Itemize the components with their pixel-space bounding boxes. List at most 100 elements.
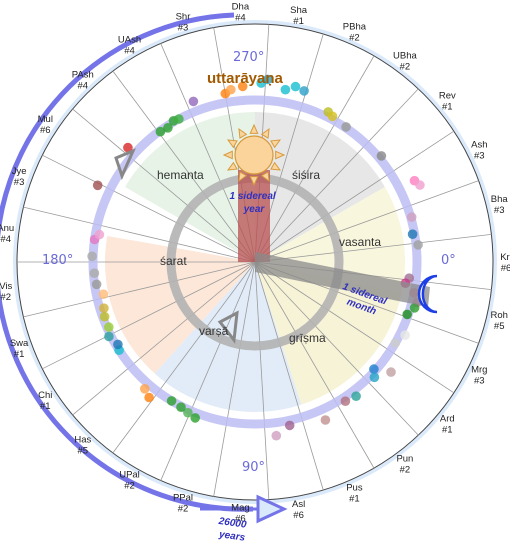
nakshatra-divider bbox=[254, 261, 455, 394]
nakshatra-label-asl: Asl #6 bbox=[292, 499, 305, 521]
nakshatra-label-sha: Sha #1 bbox=[290, 5, 308, 27]
star-dot bbox=[104, 331, 114, 342]
season-label-hemanta: hemanta bbox=[157, 168, 204, 182]
nakshatra-label-kri: Kri#6 bbox=[500, 252, 510, 274]
nakshatra-divider bbox=[254, 261, 270, 500]
sector-sisira bbox=[255, 112, 385, 262]
season-label-sarat: śarat bbox=[160, 254, 187, 268]
degree-label-top: 270° bbox=[233, 50, 264, 65]
degree-label-right: 0° bbox=[441, 253, 456, 268]
nakshatra-divider bbox=[42, 154, 256, 263]
star-dot bbox=[89, 268, 100, 279]
nakshatra-divider bbox=[213, 261, 256, 497]
nakshatra-label-ppal: PPal #2 bbox=[173, 493, 193, 515]
star-dot bbox=[226, 84, 236, 95]
uttarayana-title: uttarāyaṇa bbox=[207, 70, 284, 87]
star-dot bbox=[166, 396, 177, 406]
season-label-vasanta: vasanta bbox=[339, 235, 381, 249]
star-dot bbox=[263, 74, 273, 85]
nakshatra-label-pbha: PBha #2 bbox=[343, 22, 367, 44]
nakshatra-divider bbox=[42, 261, 256, 370]
star-dot bbox=[402, 309, 413, 320]
star-dot bbox=[271, 430, 282, 441]
star-dot bbox=[376, 151, 387, 161]
nakshatra-label-ard: Ard #1 bbox=[440, 413, 455, 435]
star-dot bbox=[320, 415, 331, 425]
nakshatra-label-shr: Shr #3 bbox=[176, 12, 191, 34]
nakshatra-divider bbox=[23, 206, 256, 263]
nakshatra-divider bbox=[112, 70, 256, 263]
star-dot bbox=[188, 96, 199, 107]
season-label-grisma: grīṣma bbox=[289, 331, 326, 345]
star-dot bbox=[113, 339, 123, 350]
season-arrow-upper-left bbox=[114, 148, 136, 181]
ecliptic-ring bbox=[88, 95, 422, 429]
nakshatra-label-mrg: Mrg #3 bbox=[471, 365, 487, 387]
precession-arrow-arc bbox=[0, 12, 254, 512]
star-dot bbox=[369, 364, 379, 374]
star-dot bbox=[98, 289, 109, 300]
nakshatra-divider bbox=[72, 261, 256, 416]
nakshatra-label-mul: Mul #6 bbox=[38, 114, 53, 136]
nakshatra-divider bbox=[254, 261, 375, 469]
star-dot bbox=[99, 303, 109, 314]
nakshatra-label-pun: Pun #2 bbox=[396, 453, 413, 475]
star-dot bbox=[91, 279, 102, 290]
nakshatra-divider bbox=[254, 261, 324, 491]
star-dot bbox=[140, 384, 150, 394]
star-dot bbox=[144, 392, 154, 403]
nakshatra-divider bbox=[112, 261, 256, 454]
nakshatra-divider bbox=[254, 88, 419, 263]
star-dot bbox=[415, 180, 425, 190]
star-dot bbox=[94, 229, 105, 240]
sector-grisma bbox=[255, 262, 402, 405]
nakshatra-divider bbox=[254, 55, 375, 263]
degree-label-left: 180° bbox=[42, 253, 73, 268]
nakshatra-divider bbox=[254, 180, 479, 263]
nakshatra-label-swa: Swa #1 bbox=[10, 338, 29, 360]
nakshatra-label-upal: UPal #2 bbox=[119, 469, 140, 491]
star-dot bbox=[237, 81, 248, 92]
star-dot bbox=[280, 84, 291, 95]
star-dot bbox=[351, 391, 361, 402]
star-dot bbox=[183, 407, 193, 418]
season-arrow-lower bbox=[217, 310, 239, 344]
star-dot bbox=[340, 396, 351, 407]
sidereal-year-label: 1 sidereal year bbox=[230, 191, 279, 215]
nakshatra-label-anu: Anu #4 bbox=[0, 223, 14, 245]
star-dot bbox=[92, 180, 103, 191]
sector-hemanta bbox=[125, 112, 255, 262]
star-dot bbox=[176, 402, 186, 413]
nakshatra-label-chi: Chi #1 bbox=[38, 390, 52, 412]
nakshatra-label-pash: PAsh #4 bbox=[72, 69, 94, 91]
nakshatra-label-rev: Rev #1 bbox=[439, 91, 456, 113]
nakshatra-label-mag: Mag #6 bbox=[231, 503, 249, 525]
star-dot bbox=[87, 251, 97, 262]
star-dot bbox=[327, 111, 338, 122]
nakshatra-divider bbox=[254, 233, 492, 263]
nakshatra-label-pus: Pus #1 bbox=[346, 483, 363, 505]
star-dot bbox=[284, 420, 295, 431]
nakshatra-label-roh: Roh #5 bbox=[490, 310, 507, 332]
star-dot bbox=[409, 303, 420, 313]
nakshatra-label-ubha: UBha #2 bbox=[393, 51, 417, 73]
star-dot bbox=[155, 126, 166, 137]
moon-icon bbox=[417, 274, 438, 314]
star-dot bbox=[406, 212, 417, 222]
moon-month-bar bbox=[255, 252, 430, 307]
nakshatra-divider bbox=[160, 261, 256, 481]
nakshatra-label-has: Has #5 bbox=[74, 435, 91, 457]
star-dot bbox=[123, 142, 133, 153]
nakshatra-divider bbox=[254, 130, 455, 263]
star-dot bbox=[163, 123, 173, 133]
star-dot bbox=[290, 81, 301, 92]
star-dot bbox=[407, 229, 418, 239]
star-dot bbox=[299, 86, 309, 96]
sun-icon bbox=[222, 123, 286, 187]
nakshatra-label-bha: Bha #3 bbox=[491, 194, 509, 216]
nakshatra-label-uash: UAsh #4 bbox=[118, 35, 141, 57]
precession-label: 26000 years bbox=[215, 516, 250, 544]
star-dot bbox=[190, 413, 200, 423]
star-dot bbox=[99, 311, 110, 322]
